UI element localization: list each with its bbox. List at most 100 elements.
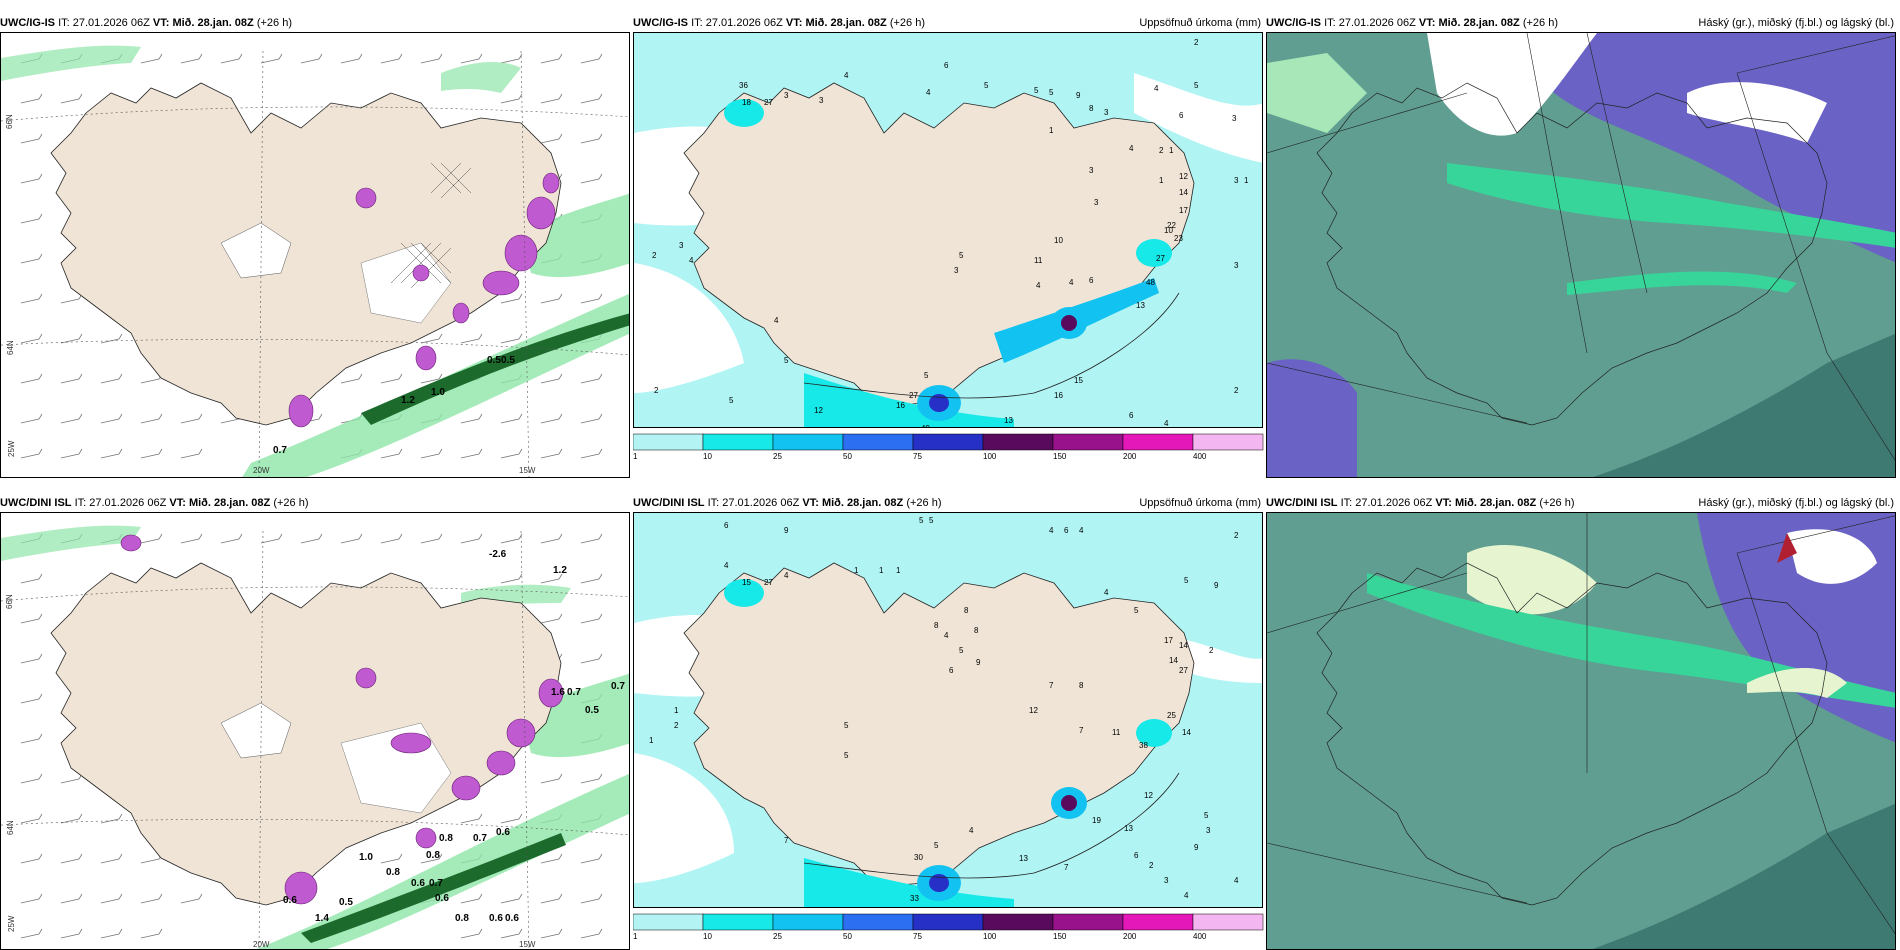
- panel-precip-top: UWC/IG-IS IT: 27.01.2026 06Z VT: Mið. 28…: [633, 14, 1265, 460]
- svg-text:4: 4: [1234, 876, 1239, 885]
- model-name: UWC/DINI ISL: [0, 497, 72, 509]
- svg-text:3: 3: [1094, 198, 1099, 207]
- svg-text:2: 2: [652, 251, 657, 260]
- svg-text:3: 3: [1089, 166, 1094, 175]
- svg-text:0.6: 0.6: [435, 893, 449, 904]
- svg-text:5: 5: [1184, 576, 1189, 585]
- model-name: UWC/IG-IS: [633, 17, 688, 29]
- svg-text:8: 8: [1089, 104, 1094, 113]
- svg-text:7: 7: [1064, 863, 1069, 872]
- svg-text:9: 9: [1194, 843, 1199, 852]
- panel-header: UWC/IG-IS IT: 27.01.2026 06Z VT: Mið. 28…: [1266, 14, 1898, 32]
- iceland-land: [50, 562, 562, 906]
- svg-text:13: 13: [1136, 301, 1145, 310]
- svg-text:0.6: 0.6: [411, 878, 425, 889]
- svg-text:4: 4: [1164, 419, 1169, 428]
- svg-text:1.0: 1.0: [359, 852, 373, 863]
- cloud-map[interactable]: [1266, 32, 1896, 478]
- legend-tick: 25: [773, 932, 782, 940]
- legend-tick: 150: [1053, 932, 1067, 940]
- precip-map[interactable]: 6 9 5 5 4 6 4 2 4 14 15 27 4 5 1 1 1 8 8…: [633, 512, 1263, 908]
- svg-text:14: 14: [1179, 188, 1188, 197]
- svg-text:4: 4: [1154, 84, 1159, 93]
- svg-text:5: 5: [959, 646, 964, 655]
- svg-text:6: 6: [949, 666, 954, 675]
- model-name: UWC/DINI ISL: [633, 497, 705, 509]
- svg-text:2: 2: [674, 721, 679, 730]
- wind-labels: -2.6 1.2 0.7 0.5 1.6 0.7 0.6 0.8 0.8 0.7…: [283, 549, 625, 924]
- svg-text:0.8: 0.8: [455, 913, 469, 924]
- init-time: 27.01.2026 06Z: [705, 17, 783, 29]
- lat-label-66: 66N: [5, 594, 14, 609]
- svg-text:0.6: 0.6: [505, 913, 519, 924]
- svg-text:6: 6: [1129, 411, 1134, 420]
- graticule: [1, 50, 629, 477]
- legend-tick: 25: [773, 452, 782, 460]
- svg-text:8: 8: [934, 621, 939, 630]
- panel-wind-bottom: UWC/DINI ISL IT: 27.01.2026 06Z VT: Mið.…: [0, 494, 632, 950]
- svg-text:4: 4: [944, 631, 949, 640]
- svg-text:1: 1: [1159, 176, 1164, 185]
- lon-label-15: 15W: [519, 466, 536, 475]
- svg-text:14: 14: [1179, 641, 1188, 650]
- svg-text:14: 14: [1169, 656, 1178, 665]
- svg-text:1: 1: [854, 566, 859, 575]
- svg-text:1: 1: [1169, 146, 1174, 155]
- svg-text:48: 48: [1146, 278, 1155, 287]
- init-time: 27.01.2026 06Z: [1355, 497, 1433, 509]
- svg-text:5: 5: [1134, 606, 1139, 615]
- valid-prefix: VT:: [169, 497, 186, 509]
- svg-text:23: 23: [1174, 234, 1183, 243]
- svg-text:6: 6: [724, 521, 729, 530]
- svg-text:1: 1: [879, 566, 884, 575]
- svg-text:5: 5: [1049, 88, 1054, 97]
- svg-text:0.8: 0.8: [439, 833, 453, 844]
- svg-text:5: 5: [919, 516, 924, 525]
- cloud-title: Háský (gr.), miðský (fj.bl.) og lágský (…: [1698, 17, 1894, 29]
- panel-cloud-bottom: UWC/DINI ISL IT: 27.01.2026 06Z VT: Mið.…: [1266, 494, 1898, 950]
- svg-text:4: 4: [1069, 278, 1074, 287]
- legend-swatches: [633, 433, 1264, 451]
- graticule: [1, 530, 629, 949]
- svg-text:4: 4: [1184, 891, 1189, 900]
- lon-label-25: 25W: [7, 440, 16, 457]
- svg-text:3: 3: [1232, 114, 1237, 123]
- cloud-title: Háský (gr.), miðský (fj.bl.) og lágský (…: [1698, 497, 1894, 509]
- svg-text:4: 4: [1104, 588, 1109, 597]
- svg-text:5: 5: [984, 81, 989, 90]
- cloud-map[interactable]: [1266, 512, 1896, 950]
- svg-text:36: 36: [739, 81, 748, 90]
- svg-text:13: 13: [1124, 824, 1133, 833]
- svg-text:15: 15: [1074, 376, 1083, 385]
- init-prefix: IT:: [58, 17, 70, 29]
- svg-text:25: 25: [1167, 711, 1176, 720]
- init-time: 27.01.2026 06Z: [89, 497, 167, 509]
- svg-text:49: 49: [921, 424, 930, 428]
- init-time: 27.01.2026 06Z: [72, 17, 150, 29]
- wind-label: 0.5: [501, 355, 515, 366]
- region-lines: [1267, 33, 1895, 461]
- svg-text:6: 6: [1089, 276, 1094, 285]
- wind-map[interactable]: 66N 64N 25W 20W 15W 0.7 0.5 0.5 1.0 1.2: [0, 32, 630, 478]
- legend-tick: 1: [633, 452, 638, 460]
- svg-text:22: 22: [1167, 221, 1176, 230]
- svg-text:4: 4: [1036, 281, 1041, 290]
- lead-time: (+26 h): [273, 497, 309, 509]
- svg-text:6: 6: [944, 61, 949, 70]
- svg-text:27: 27: [1179, 666, 1188, 675]
- svg-text:19: 19: [1092, 816, 1101, 825]
- svg-text:0.7: 0.7: [473, 833, 487, 844]
- svg-text:1.6: 1.6: [551, 687, 565, 698]
- init-prefix: IT:: [691, 17, 703, 29]
- svg-text:14: 14: [1182, 728, 1191, 737]
- icing-hatch: [390, 162, 472, 289]
- init-prefix: IT:: [74, 497, 87, 509]
- precip-map[interactable]: 2 6 4 5 5 5 3 36 18 27 3 4 4 5 9 8 3 6 3…: [633, 32, 1263, 428]
- legend-tick: 100: [983, 452, 997, 460]
- svg-text:5: 5: [924, 371, 929, 380]
- valid-time: Mið. 28.jan. 08Z: [188, 497, 271, 509]
- svg-text:12: 12: [1144, 791, 1153, 800]
- svg-text:4: 4: [724, 561, 729, 570]
- wind-map[interactable]: 66N 64N 25W 20W 15W -2.6 1.2 0.7 0.5 1.6…: [0, 512, 630, 950]
- svg-text:7: 7: [1049, 681, 1054, 690]
